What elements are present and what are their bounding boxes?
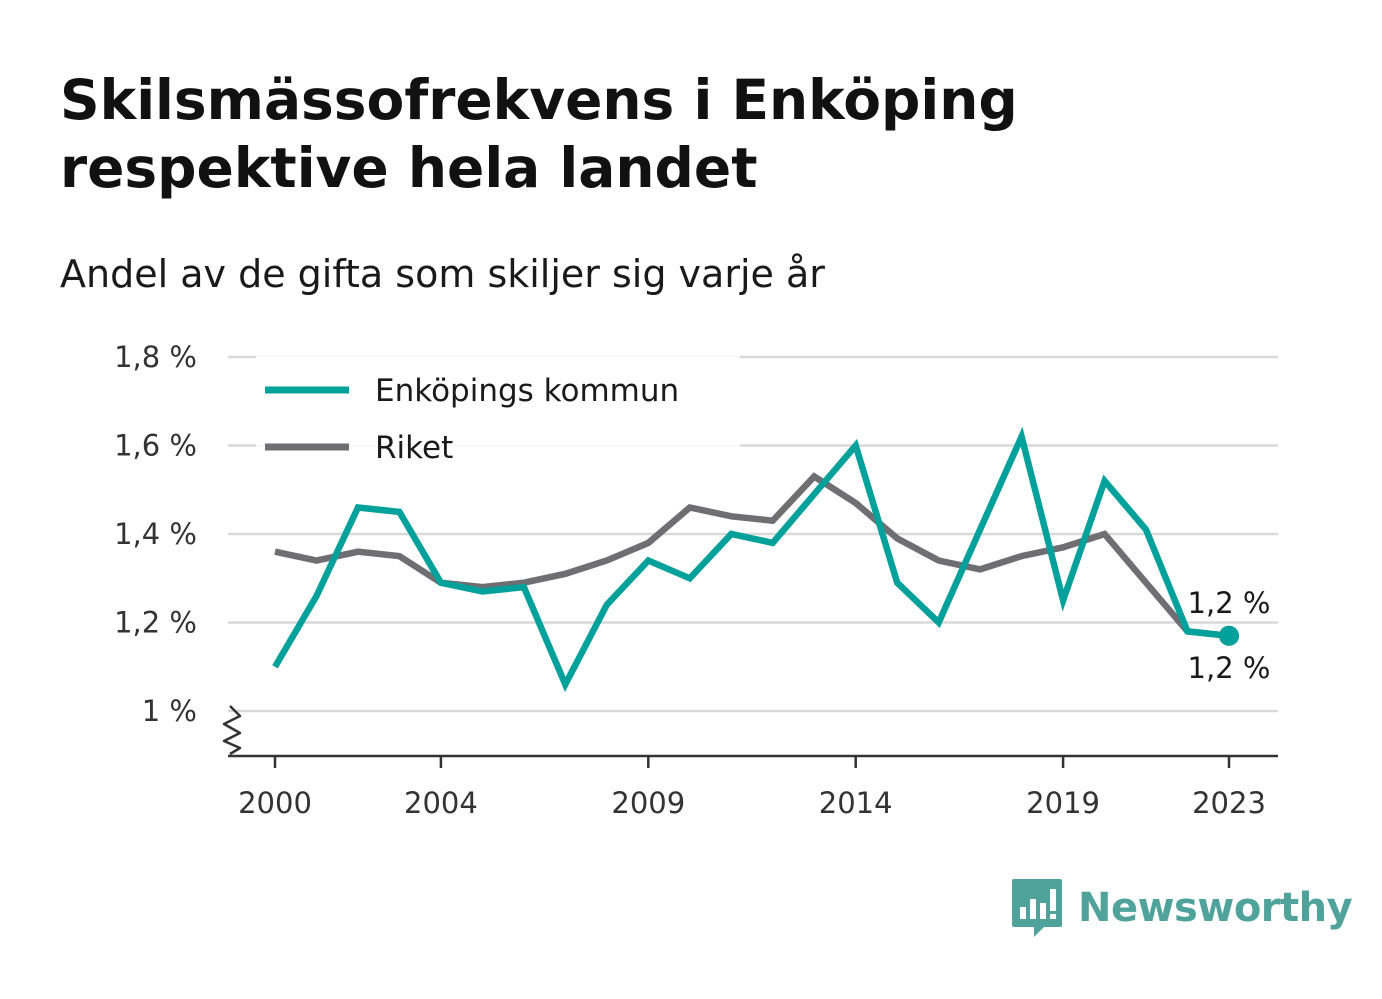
x-tick-label: 2023	[1192, 786, 1266, 820]
y-tick-label: 1 %	[142, 694, 197, 728]
y-tick-label: 1,4 %	[114, 517, 197, 551]
series-line-1	[274, 472, 1230, 640]
chart-subtitle: Andel av de gifta som skiljer sig varje …	[60, 252, 825, 296]
x-tick-label: 2019	[1026, 786, 1100, 820]
bar-chart-speech-bubble-icon	[1012, 879, 1062, 937]
y-tick-label: 1,2 %	[114, 606, 197, 640]
end-labels: 1,2 % 1,2 %	[1188, 586, 1271, 685]
series-lines	[272, 426, 1239, 693]
x-tick-label: 2004	[404, 786, 478, 820]
series-line-0	[272, 426, 1230, 693]
legend-background	[256, 356, 740, 448]
axis-break-mark	[222, 705, 242, 756]
x-axis-ticks: 2000 2004 2009 2014 2019 2023	[238, 756, 1266, 820]
y-tick-label: 1,8 %	[114, 340, 197, 374]
x-tick-label: 2000	[238, 786, 312, 820]
legend-label: Riket	[375, 430, 453, 466]
brand-logo: Newsworthy	[1010, 876, 1353, 940]
end-value-label: 1,2 %	[1188, 651, 1271, 685]
x-tick-label: 2009	[611, 786, 685, 820]
brand-name: Newsworthy	[1078, 885, 1353, 931]
x-axis	[222, 705, 1278, 758]
y-axis-ticks: 1 % 1,2 % 1,4 % 1,6 % 1,8 %	[114, 340, 197, 728]
legend: Enköpings kommun Riket	[256, 356, 740, 466]
y-tick-label: 1,6 %	[114, 429, 197, 463]
legend-label: Enköpings kommun	[375, 373, 679, 409]
chart-title: Skilsmässofrekvens i Enköping respektive…	[60, 68, 1018, 200]
end-value-label: 1,2 %	[1188, 586, 1271, 620]
end-point-marker	[1219, 625, 1239, 646]
x-tick-label: 2014	[819, 786, 893, 820]
